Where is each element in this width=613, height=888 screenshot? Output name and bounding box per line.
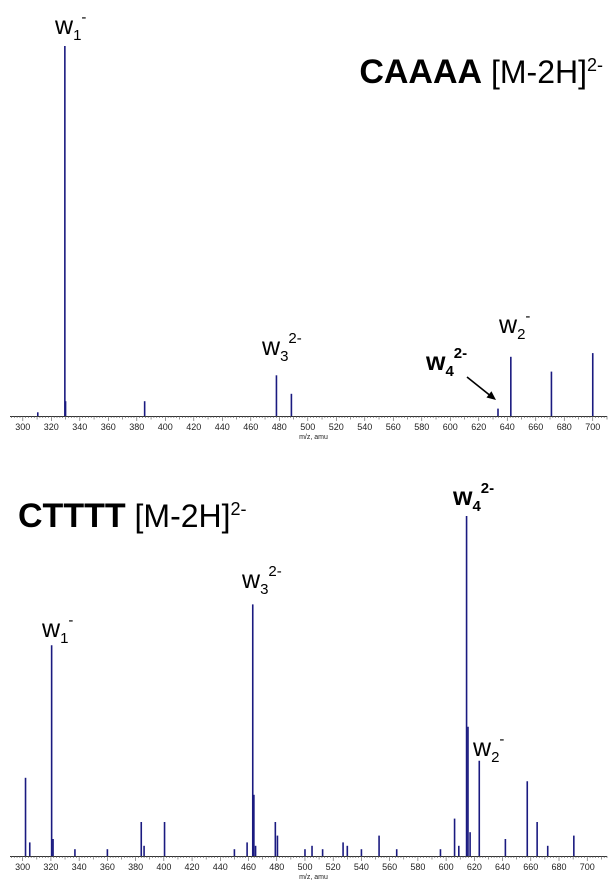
ion-label-charge: - — [525, 308, 530, 325]
x-tick-label: 580 — [414, 422, 429, 432]
ion-label-index: 2 — [491, 749, 499, 766]
x-tick-label: 320 — [44, 422, 59, 432]
x-tick-label: 420 — [186, 422, 201, 432]
ion-label-base: w — [425, 348, 446, 376]
x-tick-label: 340 — [72, 422, 87, 432]
x-tick-label: 700 — [585, 422, 600, 432]
title-ion: [M-2H] — [126, 498, 231, 534]
x-tick-label: 520 — [326, 862, 341, 872]
title-ion: [M-2H] — [482, 54, 587, 90]
x-tick-label: 620 — [467, 862, 482, 872]
x-tick-label: 480 — [272, 422, 287, 432]
x-tick-label: 620 — [471, 422, 486, 432]
ion-label-base: w — [241, 566, 261, 594]
x-tick-label: 660 — [523, 862, 538, 872]
x-tick-label: 700 — [580, 862, 595, 872]
x-tick-label: 560 — [386, 422, 401, 432]
annotation-arrow — [466, 376, 493, 398]
title-charge: 2- — [231, 499, 247, 519]
x-tick-label: 480 — [269, 862, 284, 872]
peak-annotation-w4: w42- — [452, 480, 494, 515]
ion-label-charge: - — [81, 9, 86, 26]
x-tick-label: 440 — [215, 422, 230, 432]
x-tick-label: 460 — [243, 422, 258, 432]
ion-label-base: w — [41, 615, 61, 643]
ion-label-charge: 2- — [454, 345, 467, 362]
ion-label-charge: 2- — [288, 330, 301, 347]
peak-annotation-w4: w42- — [425, 345, 467, 380]
title-sequence: CAAAA — [359, 53, 482, 91]
ion-label-base: w — [261, 333, 281, 361]
arrow-head — [486, 391, 496, 400]
ion-label-base: w — [54, 12, 74, 40]
ion-label-index: 2 — [517, 326, 525, 343]
x-axis-label: m/z, amu — [299, 434, 328, 441]
x-tick-label: 440 — [213, 862, 228, 872]
x-tick-label: 500 — [300, 422, 315, 432]
ion-label-index: 3 — [280, 348, 288, 365]
ion-label-index: 4 — [445, 363, 454, 380]
x-tick-label: 640 — [500, 422, 515, 432]
caaaa-spectrum-panel: 300 320 340 360 380 400 420 440 460 480 500 520 540 5… — [10, 9, 608, 441]
x-tick-label: 560 — [382, 862, 397, 872]
x-tick-label: 300 — [15, 862, 30, 872]
spectrum-title: CTTTT [M-2H]2- — [18, 497, 247, 535]
peak-annotation-w2: w2- — [472, 731, 504, 766]
x-tick-label: 500 — [297, 862, 312, 872]
title-charge: 2- — [587, 55, 603, 75]
x-tick-label: 300 — [15, 422, 30, 432]
x-tick-label: 340 — [72, 862, 87, 872]
ctttt-spectrum-panel: 300 320 340 360 380 400 420 440 460 480 500 520 540 5… — [10, 480, 608, 881]
peak-annotation-w3: w32- — [241, 563, 282, 598]
peak-annotation-w1: w1- — [41, 612, 73, 647]
x-tick-label: 580 — [410, 862, 425, 872]
ion-label-index: 3 — [260, 581, 268, 598]
x-tick-label: 460 — [241, 862, 256, 872]
x-tick-label: 360 — [100, 862, 115, 872]
x-tick-label: 660 — [528, 422, 543, 432]
x-tick-label: 420 — [185, 862, 200, 872]
x-tick-label: 600 — [443, 422, 458, 432]
ion-label-charge: - — [499, 731, 504, 748]
x-tick-label: 540 — [357, 422, 372, 432]
peak-annotation-w3: w32- — [261, 330, 302, 365]
ion-label-charge: 2- — [268, 563, 281, 580]
peak-annotation-w2: w2- — [498, 308, 530, 343]
title-sequence: CTTTT — [18, 497, 126, 535]
spectrum-title: CAAAA [M-2H]2- — [359, 53, 603, 91]
ion-label-base: w — [498, 311, 518, 339]
ion-label-index: 4 — [472, 498, 481, 515]
ion-label-index: 1 — [60, 630, 68, 647]
ion-label-charge: - — [68, 612, 73, 629]
x-axis-label: m/z, amu — [299, 874, 328, 881]
x-tick-label: 640 — [495, 862, 510, 872]
x-tick-label: 380 — [129, 422, 144, 432]
ion-label-base: w — [472, 734, 492, 762]
x-tick-label: 380 — [128, 862, 143, 872]
ion-label-base: w — [452, 483, 473, 511]
x-tick-label: 680 — [557, 422, 572, 432]
peak-annotation-w1: w1- — [54, 9, 86, 44]
ion-label-index: 1 — [73, 27, 81, 44]
x-tick-label: 520 — [329, 422, 344, 432]
ion-label-charge: 2- — [481, 480, 494, 497]
x-tick-label: 360 — [101, 422, 116, 432]
x-tick-label: 400 — [156, 862, 171, 872]
x-tick-label: 540 — [354, 862, 369, 872]
x-tick-label: 600 — [439, 862, 454, 872]
x-tick-label: 680 — [551, 862, 566, 872]
x-tick-label: 400 — [158, 422, 173, 432]
x-tick-label: 320 — [43, 862, 58, 872]
